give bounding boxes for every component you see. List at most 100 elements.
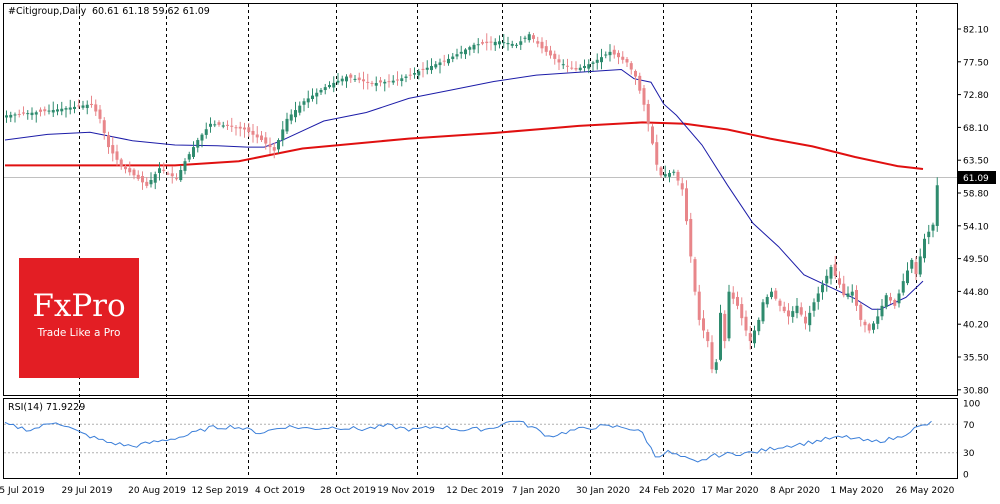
y-tick-label: 68.10 — [963, 124, 989, 134]
candle-body — [659, 167, 663, 176]
candle-body — [621, 56, 625, 60]
candle-body — [413, 73, 416, 75]
x-tick-label: 20 Aug 2019 — [128, 486, 186, 496]
candle-body — [13, 114, 17, 116]
candle-body — [124, 166, 127, 170]
candle-body — [702, 318, 705, 331]
candle-body — [523, 37, 527, 39]
candle-body — [872, 323, 875, 330]
candle-body — [204, 129, 208, 135]
candle-body — [778, 300, 782, 306]
candle-body — [863, 321, 867, 326]
ohlc-readout: 60.61 61.18 59.62 61.09 — [92, 6, 210, 17]
candle-body — [68, 107, 72, 110]
candle-body — [638, 75, 642, 91]
y-tick-label: 63.50 — [963, 157, 989, 167]
candle-body — [846, 293, 850, 297]
candle-body — [136, 174, 140, 179]
candle-body — [73, 106, 76, 109]
x-tick-label: 28 Oct 2019 — [320, 486, 376, 496]
candle-body — [634, 70, 637, 77]
candle-body — [587, 64, 591, 69]
x-tick-label: 7 Jan 2020 — [512, 486, 560, 496]
candle-body — [294, 110, 297, 118]
candle-body — [434, 64, 438, 68]
candle-body — [277, 140, 280, 150]
candle-body — [583, 65, 586, 69]
candle-body — [795, 305, 799, 314]
candle-body — [323, 87, 327, 91]
candle-body — [26, 113, 30, 115]
candle-body — [98, 109, 102, 119]
candle-body — [591, 62, 595, 64]
candle-body — [472, 44, 476, 50]
candle-body — [459, 51, 463, 54]
candle-body — [247, 127, 251, 133]
candle-body — [842, 283, 846, 296]
candle-body — [128, 168, 132, 173]
rsi-tick-label: 100 — [963, 400, 980, 410]
candle-body — [553, 53, 557, 59]
x-tick-label: 8 Apr 2020 — [770, 486, 820, 496]
candle-body — [60, 108, 64, 112]
candle-body — [935, 185, 939, 226]
x-tick-label: 17 Mar 2020 — [701, 486, 758, 496]
rsi-line — [4, 420, 932, 463]
candle-body — [608, 51, 612, 56]
candle-body — [132, 169, 136, 176]
candle-body — [145, 181, 149, 186]
candle-body — [153, 174, 157, 183]
candle-body — [731, 292, 735, 299]
rsi-panel — [3, 398, 958, 479]
candle-body — [77, 105, 81, 107]
candle-body — [34, 112, 38, 115]
candle-body — [455, 54, 459, 57]
candle-body — [906, 270, 909, 284]
candle-body — [799, 307, 803, 315]
candle-body — [867, 324, 871, 331]
candle-body — [663, 174, 667, 177]
candle-body — [617, 52, 620, 58]
candle-body — [451, 56, 455, 60]
candle-body — [927, 231, 931, 238]
candle-body — [328, 85, 331, 88]
candle-body — [748, 333, 752, 342]
candle-body — [162, 169, 166, 171]
candle-body — [425, 67, 429, 70]
candle-body — [549, 50, 552, 56]
candle-body — [689, 218, 693, 257]
candle-body — [234, 127, 238, 129]
candle-body — [829, 267, 833, 279]
candle-body — [187, 154, 191, 160]
candle-body — [158, 168, 161, 174]
candle-body — [115, 151, 119, 160]
x-tick-label: 4 Oct 2019 — [255, 486, 305, 496]
y-tick-label: 44.80 — [963, 288, 989, 298]
y-tick-label: 40.20 — [963, 321, 989, 331]
candle-body — [557, 59, 561, 63]
y-tick-label: 72.80 — [963, 91, 989, 101]
candle-body — [421, 68, 425, 70]
candle-body — [119, 159, 123, 167]
candle-body — [923, 238, 926, 259]
fxpro-logo: FxPro Trade Like a Pro — [19, 258, 139, 378]
candle-body — [519, 41, 523, 45]
candle-body — [268, 144, 272, 148]
logo-name: FxPro — [32, 288, 126, 324]
candle-body — [179, 170, 183, 181]
candle-body — [680, 183, 684, 190]
candle-body — [744, 316, 748, 331]
candle-body — [30, 112, 34, 116]
candle-body — [889, 297, 892, 301]
candle-body — [213, 124, 217, 126]
candle-body — [102, 120, 106, 133]
candle-body — [476, 44, 480, 46]
candle-body — [281, 129, 285, 141]
x-tick-label: 12 Dec 2019 — [446, 486, 504, 496]
candle-body — [345, 76, 348, 82]
candle-body — [574, 68, 578, 70]
rsi-title: RSI(14) 71.9229 — [8, 402, 85, 413]
moving-average-slow — [5, 121, 924, 170]
candle-body — [893, 299, 897, 306]
